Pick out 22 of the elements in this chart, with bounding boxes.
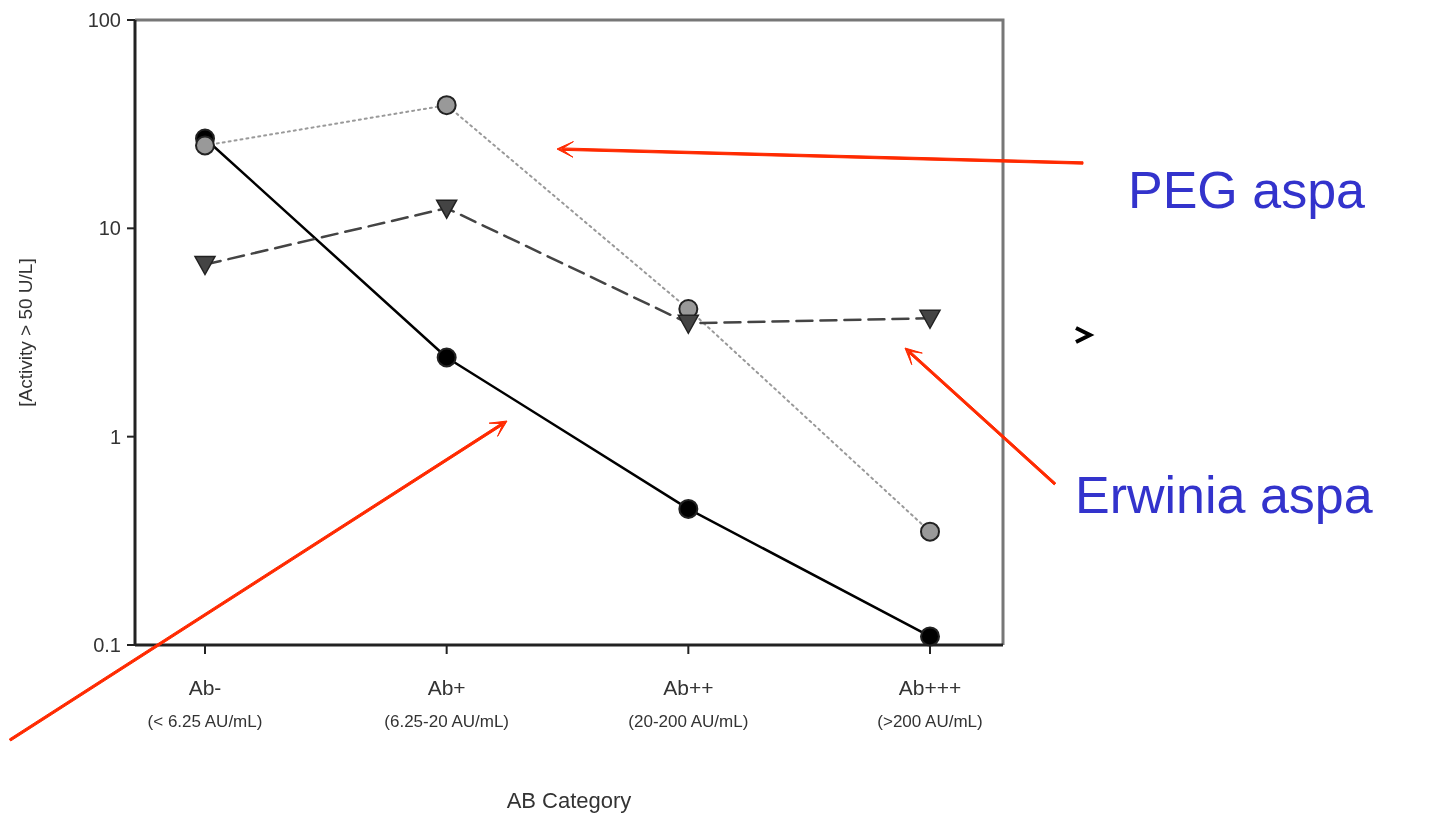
point <box>920 521 940 542</box>
x-tick-label: Ab+++ (>200 AU/mL) <box>877 676 983 731</box>
point <box>678 498 699 519</box>
point <box>919 309 941 330</box>
x-tick-label: Ab++ (20-200 AU/mL) <box>628 676 749 731</box>
point <box>920 626 940 647</box>
y-tick-label: 0.1 <box>93 634 121 656</box>
x-tick-label: Ab- (< 6.25 AU/mL) <box>147 676 263 731</box>
y-tick-label: 100 <box>87 9 121 31</box>
y-axis-title: [Activity > 50 U/L] <box>15 258 36 407</box>
x-tick-label: Ab+ (6.25-20 AU/mL) <box>384 676 510 731</box>
text: PEG aspa <box>1128 161 1366 219</box>
point <box>435 199 458 219</box>
point <box>194 255 216 276</box>
point <box>436 347 457 368</box>
text: Erwinia aspa <box>1075 466 1373 524</box>
point <box>195 135 215 156</box>
point <box>677 314 700 335</box>
y-tick-label: 1 <box>109 425 121 448</box>
point <box>436 95 457 116</box>
y-tick-label: 10 <box>98 217 121 240</box>
x-axis-title: AB Category <box>506 788 632 813</box>
